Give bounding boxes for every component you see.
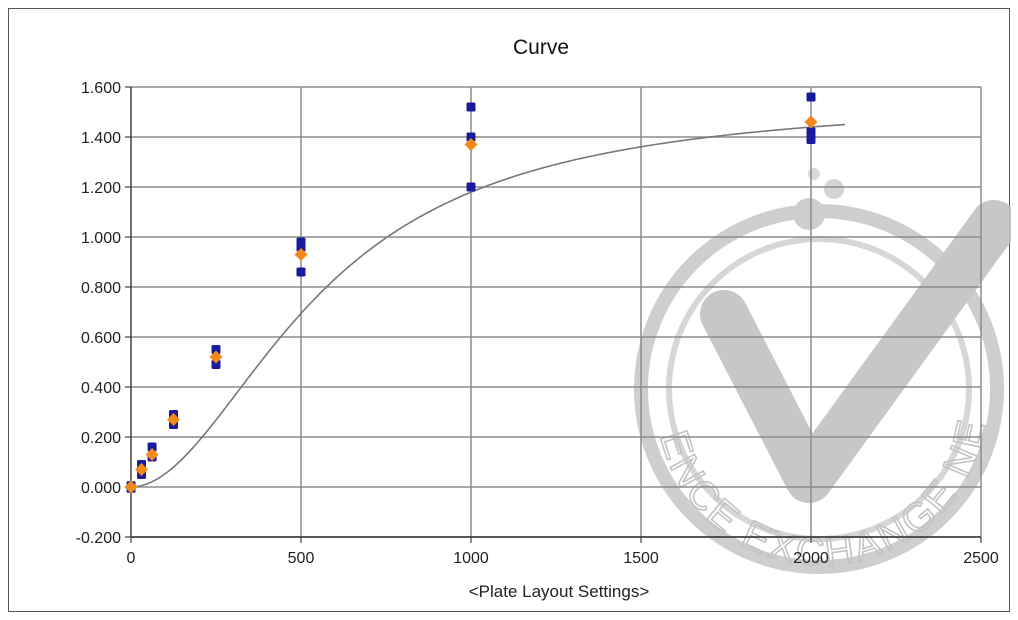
y-tick-label: 1.000 xyxy=(81,230,121,247)
data-point-diamond xyxy=(804,115,818,129)
axes xyxy=(125,86,982,543)
x-tick-label: 2500 xyxy=(963,550,999,567)
data-point-square xyxy=(296,237,306,247)
x-tick-label: 1000 xyxy=(453,550,489,567)
tick-labels: -0.200 0.000 0.200 0.400 0.600 0.800 1.000 1.20… xyxy=(76,80,999,567)
x-axis-title: <Plate Layout Settings> xyxy=(469,582,650,601)
data-point-square xyxy=(806,92,816,102)
data-point-diamond xyxy=(209,350,223,364)
data-point-square xyxy=(466,102,476,112)
data-point-diamond xyxy=(135,463,149,476)
data-point-square xyxy=(211,360,221,369)
watermark-text: THE SCIENCE EXCHANGE NETWORK xyxy=(9,9,995,575)
y-tick-label: -0.200 xyxy=(76,530,121,547)
x-tick-label: 0 xyxy=(127,550,136,567)
fit-curve-layer xyxy=(130,123,846,488)
data-point-square xyxy=(296,267,306,277)
data-point-square xyxy=(211,345,221,354)
x-tick-label: 2000 xyxy=(793,550,829,567)
x-tick-label: 1500 xyxy=(623,550,659,567)
chart-frame: THE SCIENCE EXCHANGE NETWORK -0.200 0.000… xyxy=(8,8,1011,612)
fit-curve xyxy=(130,123,846,488)
y-tick-label: 1.200 xyxy=(81,180,121,197)
data-point-diamond xyxy=(124,480,138,494)
y-tick-label: 0.800 xyxy=(81,280,121,297)
y-tick-label: 0.400 xyxy=(81,380,121,397)
data-point-diamond xyxy=(294,248,308,261)
data-point-square xyxy=(466,182,476,192)
data-point-diamond xyxy=(145,448,159,461)
chart-title: Curve xyxy=(513,36,569,59)
grid xyxy=(131,86,982,538)
data-point-square xyxy=(806,135,816,144)
data-point-square xyxy=(806,127,816,137)
y-tick-label: 1.600 xyxy=(81,80,121,97)
y-tick-label: 1.400 xyxy=(81,130,121,147)
scatter-chart: THE SCIENCE EXCHANGE NETWORK -0.200 0.000… xyxy=(9,9,1011,601)
y-tick-label: 0.000 xyxy=(81,480,121,497)
y-tick-label: 0.200 xyxy=(81,430,121,447)
data-point-diamond xyxy=(167,413,180,426)
y-tick-label: 0.600 xyxy=(81,330,121,347)
x-tick-label: 500 xyxy=(288,550,315,567)
data-point-square xyxy=(466,132,476,142)
data-point-square xyxy=(147,442,157,452)
data-points-layer xyxy=(124,92,818,494)
watermark-logo: THE SCIENCE EXCHANGE NETWORK xyxy=(9,9,1011,576)
data-point-diamond xyxy=(464,138,478,151)
